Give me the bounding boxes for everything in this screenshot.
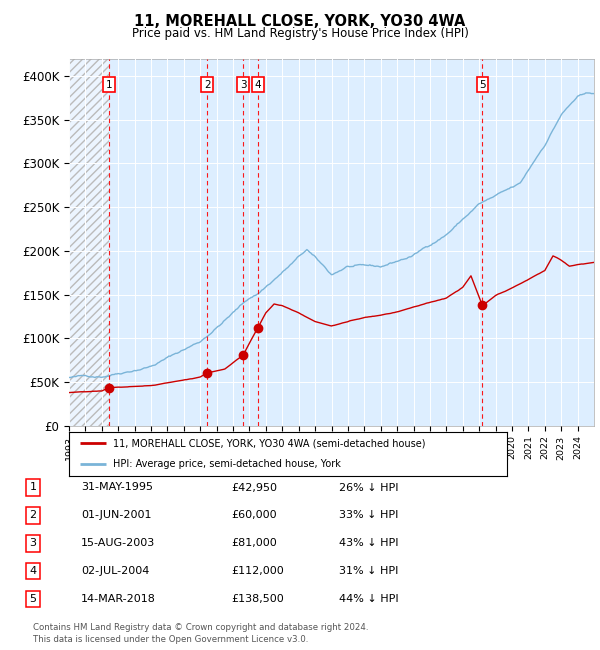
Text: 2: 2 xyxy=(204,80,211,90)
Bar xyxy=(69,58,109,426)
Text: 3: 3 xyxy=(29,538,37,549)
Text: This data is licensed under the Open Government Licence v3.0.: This data is licensed under the Open Gov… xyxy=(33,634,308,644)
Text: 15-AUG-2003: 15-AUG-2003 xyxy=(81,538,155,549)
Text: 31% ↓ HPI: 31% ↓ HPI xyxy=(339,566,398,577)
Text: £112,000: £112,000 xyxy=(231,566,284,577)
Text: 1: 1 xyxy=(106,80,112,90)
Text: Contains HM Land Registry data © Crown copyright and database right 2024.: Contains HM Land Registry data © Crown c… xyxy=(33,623,368,632)
Text: 5: 5 xyxy=(29,594,37,604)
Text: 43% ↓ HPI: 43% ↓ HPI xyxy=(339,538,398,549)
Text: £81,000: £81,000 xyxy=(231,538,277,549)
Text: 3: 3 xyxy=(240,80,247,90)
Text: 11, MOREHALL CLOSE, YORK, YO30 4WA: 11, MOREHALL CLOSE, YORK, YO30 4WA xyxy=(134,14,466,29)
Text: 14-MAR-2018: 14-MAR-2018 xyxy=(81,594,156,604)
Text: 31-MAY-1995: 31-MAY-1995 xyxy=(81,482,153,493)
Text: HPI: Average price, semi-detached house, York: HPI: Average price, semi-detached house,… xyxy=(113,460,341,469)
Text: 1: 1 xyxy=(29,482,37,493)
Text: 33% ↓ HPI: 33% ↓ HPI xyxy=(339,510,398,521)
Text: 2: 2 xyxy=(29,510,37,521)
Text: 11, MOREHALL CLOSE, YORK, YO30 4WA (semi-detached house): 11, MOREHALL CLOSE, YORK, YO30 4WA (semi… xyxy=(113,438,425,448)
Text: 01-JUN-2001: 01-JUN-2001 xyxy=(81,510,151,521)
Text: 26% ↓ HPI: 26% ↓ HPI xyxy=(339,482,398,493)
Text: £138,500: £138,500 xyxy=(231,594,284,604)
Text: 4: 4 xyxy=(254,80,261,90)
Text: £60,000: £60,000 xyxy=(231,510,277,521)
Bar xyxy=(69,58,109,426)
Text: Price paid vs. HM Land Registry's House Price Index (HPI): Price paid vs. HM Land Registry's House … xyxy=(131,27,469,40)
Text: 44% ↓ HPI: 44% ↓ HPI xyxy=(339,594,398,604)
Text: 4: 4 xyxy=(29,566,37,577)
Text: £42,950: £42,950 xyxy=(231,482,277,493)
Text: 02-JUL-2004: 02-JUL-2004 xyxy=(81,566,149,577)
Text: 5: 5 xyxy=(479,80,486,90)
